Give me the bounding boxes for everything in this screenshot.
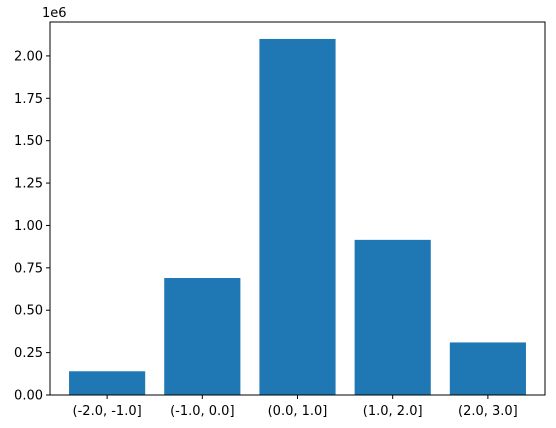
y-tick-label-7: 1.75	[14, 92, 43, 107]
bars-group	[69, 38, 526, 396]
x-tick-label-4: (2.0, 3.0]	[458, 404, 518, 419]
x-tick-label-1: (-1.0, 0.0]	[170, 404, 234, 419]
x-axis: (-2.0, -1.0] (-1.0, 0.0] (0.0, 1.0] (1.0, 2…	[73, 395, 518, 419]
y-tick-label-6: 1.50	[14, 134, 43, 149]
bar-0	[69, 371, 146, 395]
plot-frame	[49, 21, 546, 396]
bar-3	[354, 239, 431, 395]
y-tick-label-5: 1.25	[14, 177, 43, 192]
y-axis: 0.00 0.25 0.50 0.75 1.00 1.25 1.50 1.75 2.00	[14, 49, 50, 404]
y-tick-label-8: 2.00	[14, 49, 43, 64]
y-tick-label-1: 0.25	[14, 346, 43, 361]
bar-1	[164, 278, 241, 395]
bar-4	[449, 342, 526, 395]
y-tick-label-4: 1.00	[14, 219, 43, 234]
bar-2	[259, 38, 336, 396]
x-tick-label-3: (1.0, 2.0]	[363, 404, 423, 419]
x-tick-label-2: (0.0, 1.0]	[268, 404, 328, 419]
x-tick-label-0: (-2.0, -1.0]	[73, 404, 142, 419]
y-tick-label-0: 0.00	[14, 389, 43, 404]
y-scale-label: 1e6	[42, 6, 67, 21]
y-tick-label-2: 0.50	[14, 304, 43, 319]
y-tick-label-3: 0.75	[14, 261, 43, 276]
